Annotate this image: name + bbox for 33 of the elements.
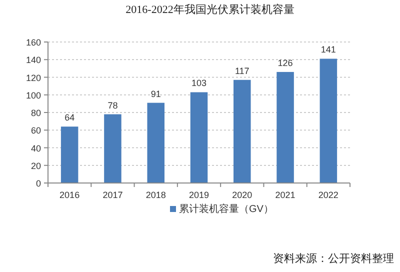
y-tick-label: 140 [26, 55, 41, 66]
x-tick-label: 2021 [275, 190, 296, 200]
y-tick-label: 120 [26, 72, 41, 83]
y-tick-label: 80 [30, 108, 41, 118]
bar [320, 58, 338, 183]
data-label: 126 [278, 58, 293, 68]
bar [234, 80, 251, 183]
data-label: 64 [64, 112, 75, 123]
data-label: 78 [108, 100, 118, 110]
y-tick-label: 20 [30, 160, 41, 171]
bar [104, 114, 122, 183]
data-label: 141 [320, 44, 336, 55]
y-tick-label: 40 [30, 143, 41, 154]
x-tick-label: 2022 [318, 190, 338, 200]
bar [147, 102, 164, 183]
x-tick-label: 2018 [146, 190, 166, 200]
x-tick-label: 2016 [60, 190, 80, 200]
y-tick-label: 100 [26, 90, 41, 100]
bar [60, 126, 78, 183]
chart-title: 2016-2022年我国光伏累计装机容量 [126, 3, 294, 16]
y-tick-label: 60 [30, 126, 41, 136]
bar [276, 72, 294, 183]
y-tick-label: 0 [36, 178, 41, 188]
data-label: 103 [191, 78, 207, 88]
data-label: 91 [150, 88, 161, 99]
x-tick-label: 2017 [102, 190, 123, 200]
legend-label: 累计装机容量（GV） [179, 203, 274, 215]
data-label: 117 [234, 66, 250, 76]
x-tick-label: 2020 [232, 190, 252, 200]
y-tick-label: 160 [26, 38, 41, 48]
x-tick-label: 2019 [188, 190, 210, 200]
bar [190, 92, 208, 183]
text: 资料来源：公开资料整理 [273, 252, 394, 265]
